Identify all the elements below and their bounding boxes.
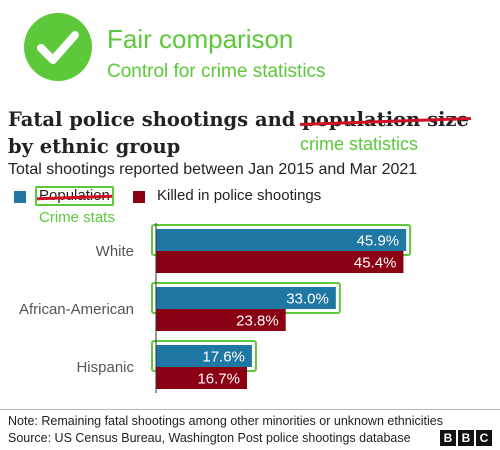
footnote: Note: Remaining fatal shootings among ot… xyxy=(8,414,443,428)
struck-legend-label: Population xyxy=(36,187,112,204)
value-label: 16.7% xyxy=(197,371,240,388)
bar-killed xyxy=(156,367,248,389)
value-label: 17.6% xyxy=(202,349,245,366)
title-correction: crime statistics xyxy=(300,134,419,154)
bbc-logo: B B C xyxy=(440,430,492,446)
chart-subtitle: Total shootings reported between Jan 201… xyxy=(8,161,418,178)
fair-comparison-subtitle: Control for crime statistics xyxy=(107,61,326,82)
chart-title-line-1: Fatal police shootings and population si… xyxy=(8,106,471,133)
category-label: White xyxy=(96,243,134,260)
chart-title-line-2: by ethnic group xyxy=(8,135,181,158)
bar-population xyxy=(156,229,407,251)
category-label: Hispanic xyxy=(76,359,134,376)
value-label: 45.9% xyxy=(357,233,400,250)
bar-killed xyxy=(156,309,286,331)
footer-divider xyxy=(0,409,500,410)
legend-label-correction: Crime stats xyxy=(39,209,115,226)
checkmark-icon xyxy=(24,13,92,81)
bbc-logo-letter: B xyxy=(440,430,456,446)
legend-swatch-killed xyxy=(133,191,145,203)
chart-title-prefix: Fatal police shootings and xyxy=(8,108,303,131)
fair-comparison-title: Fair comparison xyxy=(107,24,294,54)
checkmark-circle xyxy=(24,13,92,81)
legend-highlight-box xyxy=(35,186,114,206)
legend-label-population: Population xyxy=(36,187,112,204)
value-label: 45.4% xyxy=(354,255,397,272)
category-label: African-American xyxy=(19,301,134,318)
bbc-logo-letter: C xyxy=(476,430,492,446)
value-label: 33.0% xyxy=(286,291,329,308)
source-line: Source: US Census Bureau, Washington Pos… xyxy=(8,431,411,445)
legend-swatch-population xyxy=(14,191,26,203)
struck-title-phrase: population size xyxy=(300,106,471,133)
bar-population xyxy=(156,345,252,367)
value-label: 23.8% xyxy=(236,313,279,330)
chart-title: Fatal police shootings and population si… xyxy=(8,106,471,160)
bar-population xyxy=(156,287,336,309)
legend-label-killed: Killed in police shootings xyxy=(157,187,322,204)
bar-killed xyxy=(156,251,404,273)
checkmark-stroke xyxy=(37,31,79,64)
bbc-logo-letter: B xyxy=(458,430,474,446)
